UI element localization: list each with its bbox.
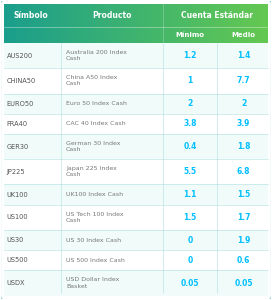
Bar <box>168 4 170 43</box>
Text: China A50 Index
Cash: China A50 Index Cash <box>66 75 118 86</box>
Bar <box>36 4 38 43</box>
Bar <box>112 4 115 43</box>
Text: USDX: USDX <box>7 280 25 286</box>
Bar <box>162 4 165 43</box>
Bar <box>175 4 178 43</box>
Text: Símbolo: Símbolo <box>14 11 48 20</box>
Text: US30: US30 <box>7 237 24 243</box>
Bar <box>173 4 175 43</box>
Bar <box>73 4 75 43</box>
Text: 5.5: 5.5 <box>183 167 196 176</box>
Bar <box>223 4 226 43</box>
Bar <box>144 4 147 43</box>
Text: CAC 40 Index Cash: CAC 40 Index Cash <box>66 121 126 126</box>
Bar <box>102 4 104 43</box>
Bar <box>107 4 110 43</box>
Bar <box>120 4 123 43</box>
Bar <box>91 4 94 43</box>
Bar <box>207 4 210 43</box>
Bar <box>157 4 160 43</box>
Text: 0.05: 0.05 <box>234 278 253 287</box>
Bar <box>88 4 91 43</box>
Text: JP225: JP225 <box>7 169 25 175</box>
Bar <box>170 4 173 43</box>
Text: 0.6: 0.6 <box>237 256 251 265</box>
Bar <box>178 4 181 43</box>
Bar <box>189 4 191 43</box>
Bar <box>83 4 86 43</box>
Bar <box>147 4 149 43</box>
Bar <box>131 4 133 43</box>
Bar <box>257 4 260 43</box>
Text: US 500 Index Cash: US 500 Index Cash <box>66 258 125 263</box>
Text: UK100: UK100 <box>7 192 29 198</box>
Bar <box>210 4 212 43</box>
Text: 1.4: 1.4 <box>237 51 251 60</box>
Text: EURO50: EURO50 <box>7 100 34 106</box>
Bar <box>110 4 112 43</box>
Text: 1.5: 1.5 <box>183 213 196 222</box>
Bar <box>15 4 17 43</box>
Bar <box>133 4 136 43</box>
Bar <box>57 4 60 43</box>
Bar <box>160 4 162 43</box>
Bar <box>67 4 70 43</box>
Text: Mínimo: Mínimo <box>175 32 204 38</box>
Text: 0: 0 <box>187 256 193 265</box>
Bar <box>78 4 81 43</box>
Bar <box>70 4 73 43</box>
Bar <box>4 184 268 205</box>
Bar <box>123 4 125 43</box>
Bar <box>4 230 268 250</box>
Bar <box>4 4 7 43</box>
Text: CHINA50: CHINA50 <box>7 78 36 84</box>
Bar <box>4 68 268 94</box>
Text: 1.9: 1.9 <box>237 236 251 244</box>
Bar <box>46 4 49 43</box>
Bar <box>186 4 189 43</box>
Bar <box>136 4 139 43</box>
Bar <box>197 4 199 43</box>
Bar <box>54 4 57 43</box>
Bar <box>165 4 168 43</box>
Bar <box>86 4 88 43</box>
Bar <box>265 4 268 43</box>
Bar <box>30 4 33 43</box>
Bar <box>4 205 268 230</box>
Bar <box>17 4 20 43</box>
Text: 6.8: 6.8 <box>237 167 251 176</box>
Text: 2: 2 <box>187 99 193 108</box>
Text: 1.8: 1.8 <box>237 142 251 151</box>
Bar <box>181 4 184 43</box>
Bar <box>205 4 207 43</box>
Bar <box>249 4 252 43</box>
Bar <box>104 4 107 43</box>
Bar <box>234 4 236 43</box>
Bar <box>228 4 231 43</box>
Bar <box>52 4 54 43</box>
Bar <box>62 4 65 43</box>
Text: 1.2: 1.2 <box>183 51 197 60</box>
Bar <box>218 4 220 43</box>
Bar <box>4 134 268 159</box>
Text: US100: US100 <box>7 214 28 220</box>
Bar <box>231 4 234 43</box>
Bar <box>184 4 186 43</box>
Bar <box>4 43 268 68</box>
Bar <box>9 4 12 43</box>
Text: Australia 200 Index
Cash: Australia 200 Index Cash <box>66 50 127 61</box>
Bar <box>99 4 102 43</box>
Bar <box>118 4 120 43</box>
Bar <box>139 4 141 43</box>
Text: 3.9: 3.9 <box>237 119 251 128</box>
Text: 1.7: 1.7 <box>237 213 251 222</box>
Bar <box>220 4 223 43</box>
Text: 7.7: 7.7 <box>237 76 251 85</box>
Text: 3.8: 3.8 <box>183 119 197 128</box>
Bar <box>255 4 257 43</box>
Text: GER30: GER30 <box>7 144 29 150</box>
Bar <box>242 4 244 43</box>
Bar <box>75 4 78 43</box>
Text: USD Dollar Index
Basket: USD Dollar Index Basket <box>66 278 119 289</box>
